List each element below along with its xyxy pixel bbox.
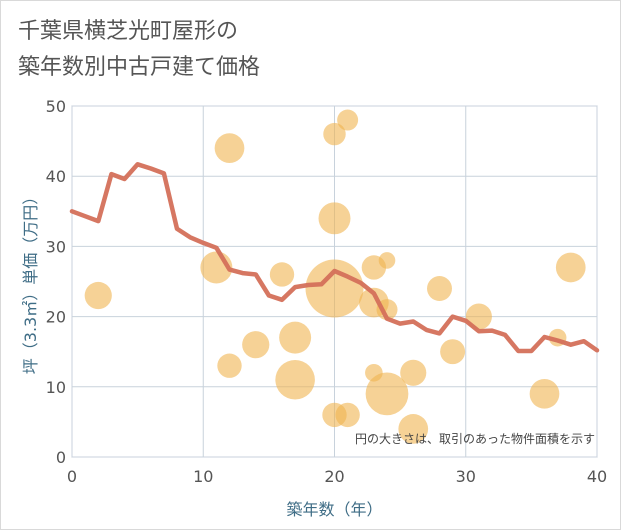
data-bubble <box>555 252 586 283</box>
data-bubble <box>427 276 452 302</box>
data-bubble <box>318 202 351 235</box>
x-axis-label: 築年数（年） <box>286 500 382 519</box>
bubble-size-note: 円の大きさは、取引のあった物件面積を示す <box>355 431 595 446</box>
data-bubble <box>217 353 242 378</box>
chart-title-line1: 千葉県横芝光町屋形の <box>18 19 239 44</box>
data-bubble <box>214 133 245 163</box>
x-tick-label: 0 <box>67 467 77 486</box>
data-bubble <box>365 372 409 416</box>
y-tick-label: 40 <box>46 167 66 186</box>
chart-title-line2: 築年数別中古戸建て価格 <box>18 55 261 80</box>
data-bubble <box>398 414 429 444</box>
data-bubble <box>242 331 270 359</box>
x-tick-label: 20 <box>324 467 344 486</box>
x-tick-label: 40 <box>587 467 607 486</box>
data-bubble <box>335 402 360 428</box>
x-tick-label: 30 <box>456 467 476 486</box>
data-bubble <box>323 122 346 146</box>
data-bubble <box>305 259 364 318</box>
data-bubble <box>279 321 312 354</box>
trend-line <box>69 162 600 354</box>
chart-title: 千葉県横芝光町屋形の 築年数別中古戸建て価格 <box>18 14 260 86</box>
y-tick-label: 0 <box>56 448 66 467</box>
y-tick-label: 10 <box>46 378 66 397</box>
data-bubble <box>400 359 427 386</box>
data-bubble <box>275 360 315 400</box>
y-tick-label: 50 <box>46 97 66 116</box>
y-tick-label: 20 <box>46 308 66 327</box>
data-bubble <box>378 252 396 269</box>
y-tick-label: 30 <box>46 237 66 256</box>
data-bubble <box>465 303 492 330</box>
data-bubble <box>529 378 560 409</box>
data-bubble <box>84 281 112 310</box>
data-bubble <box>440 339 466 365</box>
data-bubble <box>337 109 359 131</box>
x-tick-label: 10 <box>193 467 213 486</box>
y-axis-label: 坪（3.3㎡）単価（万円） <box>21 189 40 374</box>
data-bubble <box>269 262 295 287</box>
